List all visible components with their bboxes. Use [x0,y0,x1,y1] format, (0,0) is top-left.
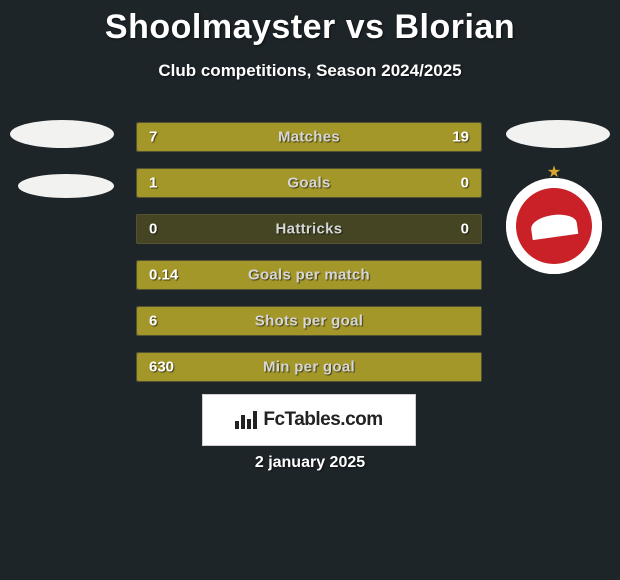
stat-bar-right [230,123,481,151]
stat-value-right: 19 [452,129,469,146]
stat-bar-left [137,169,405,197]
brand-label: FcTables.com [263,409,382,431]
placeholder-shape [10,120,114,148]
stat-value-left: 1 [149,175,157,192]
stat-value-left: 0 [149,221,157,238]
page-title: Shoolmayster vs Blorian [0,0,620,47]
placeholder-shape [18,174,114,198]
stat-bar-right [405,169,481,197]
bar-chart-icon [235,411,257,429]
stat-value-left: 0.14 [149,267,178,284]
stat-row: 0.14 Goals per match [136,260,482,290]
stat-value-left: 6 [149,313,157,330]
team-crest: ★ [506,178,602,274]
placeholder-shape [506,120,610,148]
crest-wave [530,212,579,240]
stat-row: 630 Min per goal [136,352,482,382]
brand-badge: FcTables.com [202,394,416,446]
stat-value-left: 7 [149,129,157,146]
stat-label: Goals per match [248,267,370,284]
stat-label: Matches [278,129,340,146]
stat-value-right: 0 [461,221,469,238]
stat-label: Goals [287,175,330,192]
page-subtitle: Club competitions, Season 2024/2025 [0,61,620,81]
stat-value-left: 630 [149,359,174,376]
stat-row: 7 19 Matches [136,122,482,152]
stat-row: 0 0 Hattricks [136,214,482,244]
star-icon: ★ [547,162,561,182]
stats-panel: 7 19 Matches 1 0 Goals 0 0 Hattricks 0.14 Goals pe… [136,122,482,398]
crest-inner [516,188,592,264]
stat-label: Min per goal [263,359,355,376]
stat-label: Shots per goal [255,313,363,330]
stat-row: 1 0 Goals [136,168,482,198]
left-team-placeholder [10,108,114,212]
footer-date: 2 january 2025 [0,454,620,472]
stat-row: 6 Shots per goal [136,306,482,336]
stat-label: Hattricks [276,221,343,238]
stat-value-right: 0 [461,175,469,192]
